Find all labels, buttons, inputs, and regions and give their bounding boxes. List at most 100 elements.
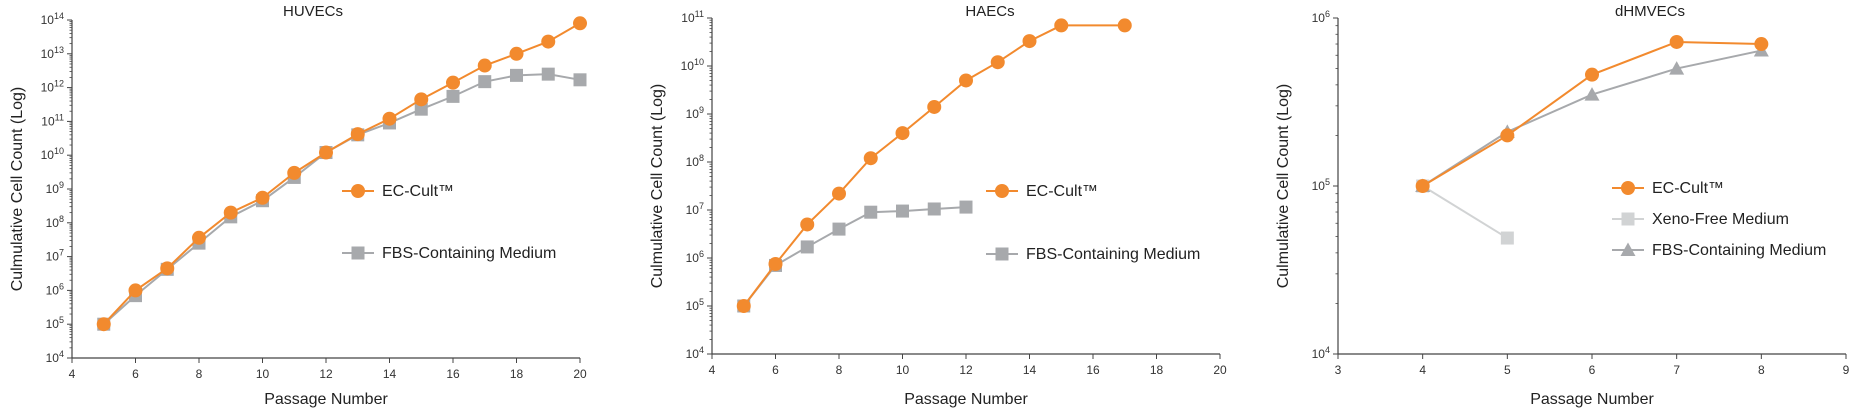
chart-title: dHMVECs <box>1615 3 1685 20</box>
legend-marker <box>995 247 1009 261</box>
data-point <box>1500 128 1515 143</box>
chart-title: HAECs <box>965 3 1014 20</box>
x-tick-label: 4 <box>709 363 716 377</box>
data-point <box>800 217 815 232</box>
series-line <box>742 24 1125 307</box>
data-point <box>768 256 783 271</box>
x-tick-label: 4 <box>1419 363 1426 377</box>
data-point <box>959 200 973 214</box>
legend-label: EC-Cult™ <box>1652 180 1724 197</box>
legend: EC-Cult™ FBS-Containing Medium <box>342 183 556 262</box>
legend-label: FBS-Containing Medium <box>1026 246 1200 263</box>
y-tick-label: 107 <box>686 201 704 217</box>
data-point <box>1415 179 1430 193</box>
x-tick-label: 6 <box>772 363 779 377</box>
data-point <box>1754 37 1769 52</box>
data-point <box>223 205 238 220</box>
data-point <box>927 99 942 114</box>
data-point <box>541 34 556 49</box>
y-tick-label: 105 <box>46 315 64 331</box>
y-tick-label: 105 <box>686 297 704 313</box>
data-point <box>350 127 365 142</box>
legend: EC-Cult™ Xeno-Free Medium FBS-Containing M… <box>1612 180 1826 259</box>
series-line <box>1422 40 1762 187</box>
x-axis-label: Passage Number <box>1530 391 1654 408</box>
chart-haecs: HAECs 4 6 8 10 12 14 16 18 20 104 105 106 107 108 109 10… <box>649 3 1227 408</box>
data-point <box>509 46 524 61</box>
series-line <box>103 73 581 325</box>
series-fbs-containing-medium <box>737 200 973 313</box>
series-fbs-containing-medium <box>1415 43 1769 192</box>
chart-title: HUVECs <box>283 3 343 20</box>
data-point <box>1117 18 1132 33</box>
data-point <box>1585 67 1599 82</box>
data-point <box>927 202 941 216</box>
data-point <box>414 92 429 107</box>
x-tick-label: 6 <box>1589 363 1596 377</box>
data-point <box>736 299 751 313</box>
y-tick-label: 104 <box>1312 345 1330 361</box>
data-point <box>510 68 523 82</box>
x-tick-label: 10 <box>256 367 270 381</box>
legend: EC-Cult™ FBS-Containing Medium <box>986 183 1200 263</box>
data-point <box>832 186 846 201</box>
data-point <box>477 58 492 73</box>
x-tick-label: 18 <box>1150 363 1164 377</box>
data-point <box>800 240 814 254</box>
data-point <box>446 89 460 103</box>
y-tick-label: 1011 <box>681 9 704 25</box>
x-axis-label: Passage Number <box>904 391 1028 408</box>
data-point <box>478 75 492 89</box>
data-point <box>1584 87 1600 101</box>
data-point <box>1054 18 1069 33</box>
legend-label: FBS-Containing Medium <box>1652 242 1826 259</box>
y-tick-label: 1010 <box>41 146 64 162</box>
legend-marker <box>995 184 1009 198</box>
x-tick-label: 8 <box>836 363 843 377</box>
x-tick-label: 12 <box>319 367 333 381</box>
legend-marker <box>1621 212 1635 226</box>
data-point <box>832 222 846 236</box>
y-axis-label: Culmulative Cell Count (Log) <box>9 87 26 292</box>
y-tick-label: 1010 <box>681 57 704 73</box>
legend-marker <box>351 246 365 260</box>
y-tick-label: 1013 <box>41 45 64 61</box>
legend-label: FBS-Containing Medium <box>382 245 556 262</box>
x-tick-label: 18 <box>510 367 524 381</box>
x-tick-label: 8 <box>196 367 203 381</box>
y-axis-label: Culmulative Cell Count (Log) <box>1275 84 1292 289</box>
data-point <box>287 165 302 180</box>
data-point <box>96 317 111 332</box>
legend-label: Xeno-Free Medium <box>1652 211 1789 228</box>
y-tick-label: 1014 <box>41 11 64 27</box>
y-tick-label: 105 <box>1312 177 1330 193</box>
y-tick-label: 106 <box>1312 9 1330 25</box>
series-fbs-containing-medium <box>97 67 587 331</box>
data-point <box>895 126 910 141</box>
data-point <box>541 67 555 81</box>
y-tick-label: 1012 <box>41 79 64 95</box>
y-tick-label: 108 <box>686 153 704 169</box>
y-tick-label: 106 <box>46 281 64 297</box>
series-line <box>1422 185 1508 239</box>
x-tick-label: 10 <box>896 363 910 377</box>
y-tick-label: 106 <box>686 249 704 265</box>
data-point <box>1500 231 1514 245</box>
data-point <box>1022 34 1037 49</box>
x-tick-label: 3 <box>1335 363 1342 377</box>
data-point <box>414 102 428 116</box>
y-tick-label: 109 <box>46 180 64 196</box>
x-tick-label: 9 <box>1843 363 1850 377</box>
x-tick-label: 20 <box>1213 363 1227 377</box>
legend-label: EC-Cult™ <box>382 183 454 200</box>
legend-marker <box>1621 181 1635 195</box>
data-point <box>863 151 878 166</box>
x-tick-label: 7 <box>1673 363 1680 377</box>
data-point <box>990 55 1005 70</box>
x-tick-label: 6 <box>132 367 139 381</box>
y-tick-label: 104 <box>686 345 704 361</box>
data-point <box>319 145 333 160</box>
